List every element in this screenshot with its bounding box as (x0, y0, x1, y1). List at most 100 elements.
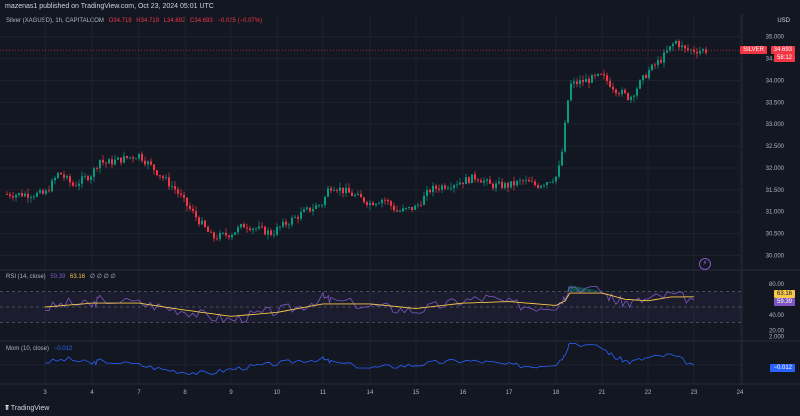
symbol-title[interactable]: Silver (XAGUSD), 1h, CAPITALCOM (6, 18, 104, 24)
candle-body (351, 192, 353, 197)
candle-body (312, 208, 314, 212)
candle-body (348, 187, 350, 193)
candle-body (570, 83, 572, 101)
candle-body (426, 190, 428, 196)
time-tick-label: 17 (506, 390, 513, 396)
candle-body (198, 217, 200, 225)
candle-body (45, 190, 47, 194)
candle-body (474, 174, 476, 180)
candle-body (678, 40, 680, 48)
candle-body (534, 181, 536, 186)
candle-body (42, 190, 44, 194)
candle-body (489, 179, 491, 184)
candle-body (414, 205, 416, 210)
candle-body (75, 185, 77, 187)
candle-body (36, 192, 38, 197)
candle-body (249, 228, 251, 231)
mom-tick-label: 2.000 (769, 334, 785, 340)
candle-body (630, 96, 632, 100)
candle-body (186, 197, 188, 206)
candle-body (438, 188, 440, 190)
candle-body (612, 86, 614, 90)
candle-body (168, 177, 170, 187)
rsi-legend: RSI (14, close) 59.39 63.16 ∅ ∅ ∅ ∅ (6, 273, 119, 280)
currency-label[interactable]: USD (777, 18, 790, 24)
candle-body (180, 193, 182, 195)
candle-body (357, 193, 359, 195)
candle-body (132, 157, 134, 159)
candle-body (102, 159, 104, 163)
candle-body (633, 95, 635, 97)
footer-brand[interactable]: ⫪ TradingView (5, 405, 49, 413)
candle-body (33, 196, 35, 198)
candle-body (684, 45, 686, 49)
candle-body (171, 186, 173, 188)
rsi-title[interactable]: RSI (14, close) (6, 274, 46, 280)
candle-body (51, 180, 53, 192)
candle-body (303, 209, 305, 212)
time-tick-label: 10 (274, 390, 281, 396)
candle-body (96, 168, 98, 170)
candle-body (603, 74, 605, 76)
candle-body (564, 122, 566, 152)
rsi-value: 59.39 (50, 274, 66, 280)
lightning-icon[interactable]: ⚡ (699, 258, 711, 270)
candle-body (591, 75, 593, 83)
candle-body (153, 164, 155, 171)
candle-body (294, 216, 296, 218)
candle-body (540, 185, 542, 188)
candle-body (471, 174, 473, 183)
candle-body (123, 156, 125, 163)
candle-body (243, 224, 245, 228)
candle-body (60, 172, 62, 175)
time-tick-label: 21 (599, 390, 606, 396)
candle-body (336, 190, 338, 191)
candle-body (408, 206, 410, 208)
candle-body (333, 190, 335, 191)
price-tick-label: 30.500 (766, 232, 785, 238)
price-tick-label: 33.500 (766, 100, 785, 106)
candle-body (444, 185, 446, 189)
candle-body (417, 204, 419, 206)
ohlc-change: −0.025 (−0.07%) (217, 18, 263, 24)
candle-body (18, 192, 20, 195)
candle-body (624, 90, 626, 93)
candle-body (267, 230, 269, 235)
candle-body (237, 227, 239, 233)
candle-body (201, 220, 203, 225)
candle-body (354, 194, 356, 197)
price-tick-label: 34.000 (766, 78, 785, 84)
candle-body (675, 40, 677, 44)
candle-body (447, 187, 449, 189)
candle-body (330, 188, 332, 191)
candle-body (441, 185, 443, 190)
candle-body (492, 183, 494, 189)
time-tick-label: 15 (413, 390, 420, 396)
candle-body (453, 185, 455, 188)
candle-body (129, 157, 131, 159)
time-tick-label: 16 (460, 390, 467, 396)
candle-body (651, 64, 653, 71)
candle-body (609, 81, 611, 87)
candle-body (363, 197, 365, 203)
candle-body (150, 161, 152, 165)
tradingview-logo-icon: ⫪ (5, 405, 9, 412)
candle-body (291, 217, 293, 225)
candle-body (657, 60, 659, 66)
mom-title[interactable]: Mom (10, close) (6, 346, 50, 352)
candle-body (420, 204, 422, 206)
candle-body (477, 179, 479, 181)
candle-body (372, 202, 374, 206)
candle-body (207, 226, 209, 232)
candle-body (216, 238, 218, 240)
candle-body (639, 80, 641, 89)
candle-body (15, 194, 17, 198)
candle-body (495, 183, 497, 189)
candle-body (378, 203, 380, 204)
main-legend: Silver (XAGUSD), 1h, CAPITALCOM O34.719 … (6, 18, 265, 24)
candle-body (516, 180, 518, 186)
candle-body (27, 193, 29, 198)
candle-body (615, 89, 617, 94)
ohlc-low: L34.692 (163, 18, 186, 24)
